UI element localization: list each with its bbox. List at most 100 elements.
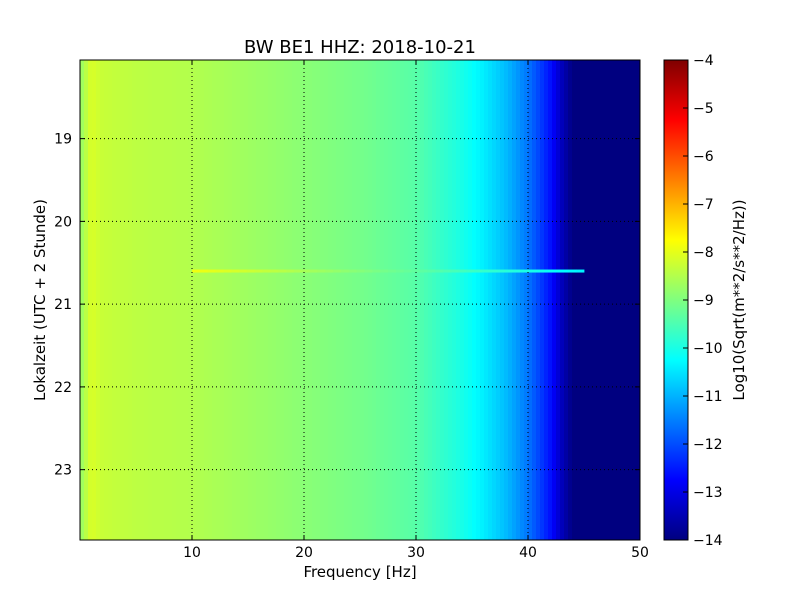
heatmap-column [156,60,161,540]
heatmap-column [500,60,505,540]
colorbar-tick-label: −10 [693,341,723,357]
colorbar-tick-label: −9 [693,293,714,309]
heatmap-column [616,60,621,540]
heatmap-column [280,60,285,540]
annotation-band-segment [427,269,436,273]
heatmap-column [448,60,453,540]
x-axis: 10 20 30 40 50 [183,60,649,561]
heatmap-column [348,60,353,540]
annotation-band-segment [239,269,248,273]
heatmap-column [324,60,329,540]
heatmap-column [196,60,201,540]
heatmap-column [416,60,421,540]
colorbar-tick-label: −7 [693,197,714,213]
heatmap-column [212,60,217,540]
annotation-band-segment [207,269,216,273]
heatmap-column [480,60,485,540]
annotation-band-segment [215,269,224,273]
heatmap-column [120,60,125,540]
y-tick-label: 22 [54,380,72,396]
heatmap-column [248,60,253,540]
heatmap-column [136,60,141,540]
annotation-band-segment [333,269,342,273]
annotation-band-segment [246,269,256,273]
heatmap-column [420,60,425,540]
heatmap-column [384,60,389,540]
heatmap-column [276,60,281,540]
heatmap-column [148,60,153,540]
annotation-band-segment [513,269,522,273]
heatmap-column [316,60,321,540]
annotation-band-segment [223,269,232,273]
x-axis-label: Frequency [Hz] [303,563,416,581]
colorbar-ticks: −4 −5 −6 −7 −8 −9 −10 −11 −12 −13 −14 [683,53,723,549]
heatmap-column [468,60,473,540]
annotation-band-segment [403,269,412,273]
annotation-band-segment [309,269,318,273]
colorbar-tick-label: −8 [693,245,714,261]
heatmap-column [632,60,637,540]
heatmap-column [436,60,441,540]
heatmap-column [532,60,537,540]
heatmap-column [464,60,469,540]
heatmap-column [272,60,277,540]
heatmap-column [312,60,317,540]
annotation-band-segment [395,269,405,273]
annotation-band-segment [231,269,240,273]
annotation-band-segment [458,269,467,273]
heatmap-column [368,60,373,540]
colorbar-tick-label: −5 [693,101,714,117]
heatmap-column [460,60,465,540]
heatmap-column [152,60,157,540]
annotation-band-segment [340,269,350,273]
heatmap-column [636,60,640,540]
heatmap-column [252,60,257,540]
heatmap-column [132,60,137,540]
heatmap-column [228,60,233,540]
x-tick-label: 20 [295,545,313,561]
heatmap-column [412,60,417,540]
heatmap-column [184,60,189,540]
heatmap-column [124,60,129,540]
colorbar-tick-label: −14 [693,533,723,549]
heatmap-column [496,60,501,540]
heatmap-column [492,60,497,540]
heatmap-column [292,60,297,540]
heatmap-column [404,60,409,540]
heatmap-column [364,60,369,540]
heatmap-column [200,60,205,540]
heatmap-column [472,60,477,540]
heatmap-column [604,60,609,540]
heatmap-column [216,60,221,540]
annotation-band-segment [544,269,554,273]
heatmap-column [612,60,617,540]
heatmap-column [244,60,249,540]
annotation-band-segment [388,269,397,273]
grid-lines [80,60,640,540]
annotation-band-segment [192,269,201,273]
heatmap-column [596,60,601,540]
annotation-band-segment [505,269,514,273]
heatmap-column [192,60,197,540]
annotation-band-segment [364,269,373,273]
heatmap-column [536,60,541,540]
heatmap-column [180,60,185,540]
heatmap-column [628,60,633,540]
annotation-band-segment [301,269,310,273]
colorbar-label: Log10(Sqrt(m**2/s**2/Hz)) [730,199,748,400]
heatmap-column [260,60,265,540]
spectrogram-heatmap [80,60,640,540]
heatmap-column [204,60,209,540]
heatmap-column [168,60,173,540]
heatmap-column [452,60,457,540]
heatmap-column [428,60,433,540]
heatmap-column [524,60,529,540]
heatmap-column [208,60,213,540]
heatmap-column [600,60,605,540]
heatmap-column [264,60,269,540]
heatmap-column [408,60,413,540]
heatmap-column [360,60,365,540]
annotation-band-segment [411,269,420,273]
annotation-band-segment [560,269,569,273]
